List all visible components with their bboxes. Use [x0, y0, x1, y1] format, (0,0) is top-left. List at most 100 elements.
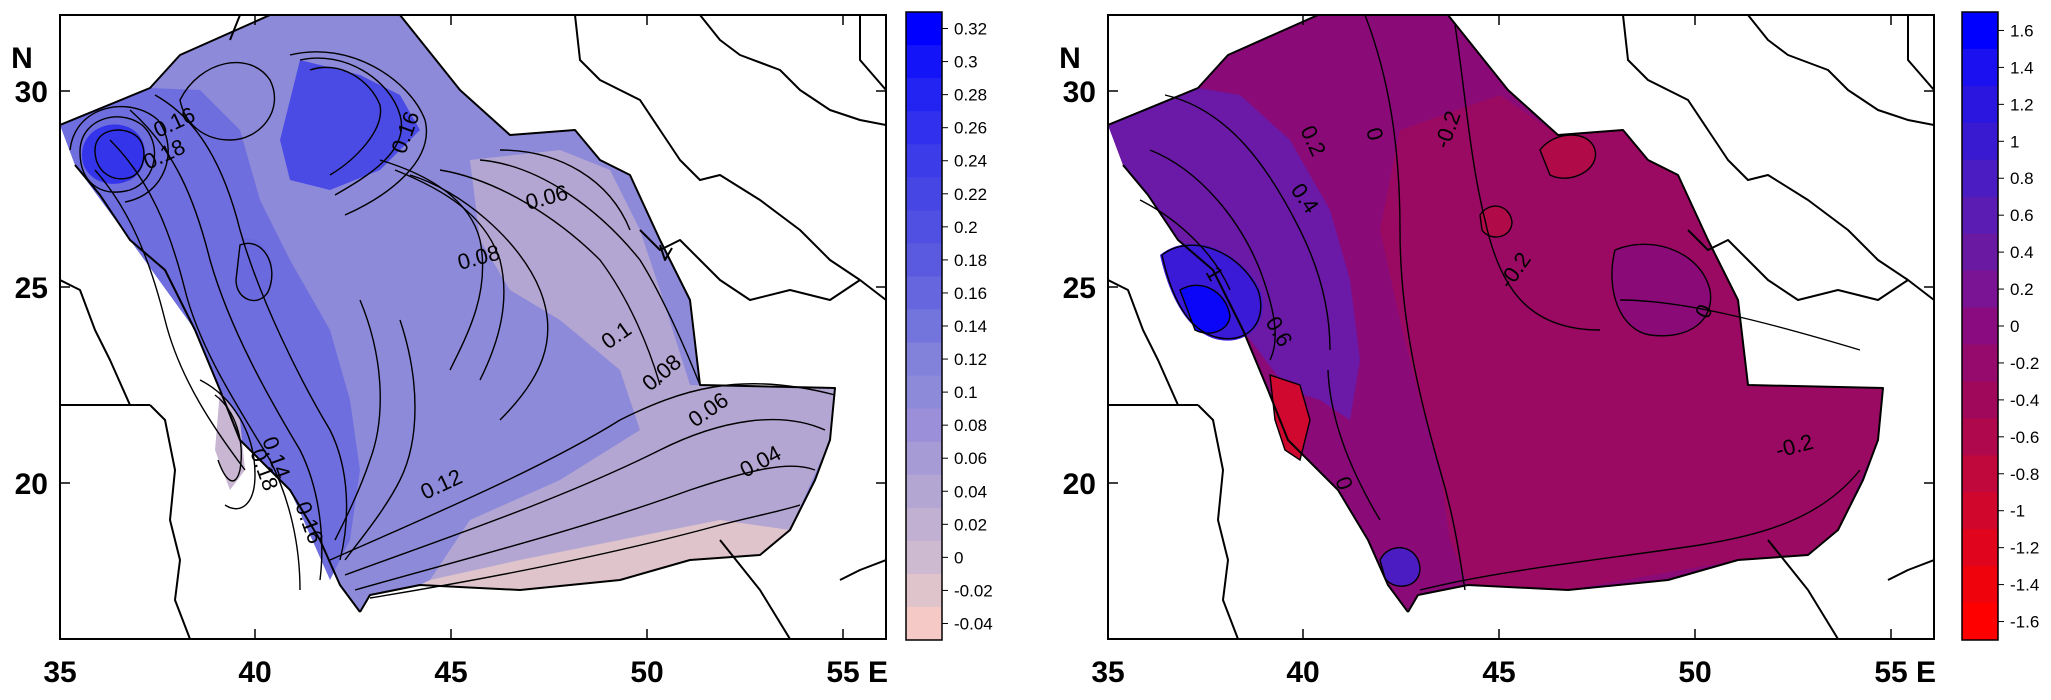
- colorbar-label: 1.2: [2010, 95, 2034, 114]
- colorbar-label: 0.22: [954, 185, 987, 204]
- left-colorbar-swatches: [905, 11, 943, 641]
- colorbar-swatch: [906, 375, 942, 410]
- colorbar-label: 1: [2010, 132, 2019, 151]
- colorbar-swatch: [906, 573, 942, 608]
- colorbar-swatch: [1962, 196, 1998, 235]
- left-high-west: [60, 88, 360, 580]
- colorbar-label: 0.26: [954, 119, 987, 138]
- colorbar-swatch: [1962, 12, 1998, 50]
- right-low-mid-spot: [1480, 206, 1512, 237]
- left-map-frame: [59, 14, 887, 640]
- colorbar-label: 1.6: [2010, 21, 2034, 40]
- colorbar-label: 0.2: [954, 218, 978, 237]
- colorbar-swatch: [1962, 307, 1998, 345]
- right-low-sw: [1270, 375, 1310, 460]
- colorbar-label: 0.1: [954, 383, 978, 402]
- colorbar-label: 0.02: [954, 515, 987, 534]
- right-contours: [1139, 15, 1861, 591]
- left-lon-tick-labels: 35 40 45 50 55 E: [43, 656, 888, 689]
- colorbar-swatch: [906, 408, 942, 443]
- right-high-south-spot: [1380, 547, 1420, 587]
- right-coastlines: [1108, 15, 1934, 639]
- left-high-north: [280, 60, 420, 190]
- left-colorbar-labels: 0.32 0.3 0.28 0.26 0.24 0.22 0.2 0.18 0.16 0.14 0.…: [942, 20, 993, 633]
- lat-tick-label: 25: [15, 272, 48, 305]
- lon-tick-label: 55: [1874, 656, 1907, 689]
- colorbar-label: 0.4: [2010, 243, 2034, 262]
- colorbar-swatch: [906, 474, 942, 509]
- colorbar-label: 0.06: [954, 449, 987, 468]
- colorbar-label: -1.2: [2010, 539, 2039, 558]
- colorbar-swatch: [906, 144, 942, 178]
- colorbar-swatch: [1962, 418, 1998, 456]
- left-colorbar: 0.32 0.3 0.28 0.26 0.24 0.22 0.2 0.18 0.16 0.14 0.…: [905, 11, 993, 641]
- colorbar-swatch: [906, 309, 942, 344]
- colorbar-label: 0.2: [2010, 280, 2034, 299]
- lat-tick-label: 30: [15, 76, 48, 109]
- right-colorbar-labels: 1.6 1.4 1.2 1 0.8 0.6 0.4 0.2 0 -0.2 -0.4 -0.6 -0.8 -…: [1998, 21, 2039, 632]
- colorbar-label: -1: [2010, 502, 2025, 521]
- right-map-frame: [1107, 14, 1935, 640]
- colorbar-swatch: [906, 78, 942, 112]
- lat-unit-label: N: [1059, 42, 1081, 75]
- colorbar-label: 0.3: [954, 53, 978, 72]
- lon-tick-label: 55: [826, 656, 859, 689]
- right-map-panel: 35 40 45 50 55 E 20 25 30 N 0.2 0.4 1 0.…: [1059, 11, 2039, 689]
- colorbar-swatch: [1962, 159, 1998, 198]
- colorbar-label: -1.4: [2010, 576, 2039, 595]
- colorbar-swatch: [906, 177, 942, 211]
- left-low-sw: [215, 390, 245, 490]
- colorbar-label: 0.32: [954, 20, 987, 39]
- lat-unit-label: N: [11, 42, 33, 75]
- lat-tick-label: 20: [1063, 468, 1096, 501]
- right-ticks: [1108, 15, 1934, 639]
- left-ticks: [60, 15, 886, 639]
- left-contours: [69, 51, 836, 599]
- colorbar-label: -0.04: [954, 614, 993, 633]
- left-high-center: [235, 238, 273, 301]
- right-high-east: [1611, 244, 1711, 336]
- colorbar-swatch: [1962, 529, 1998, 567]
- left-lat-tick-labels: 20 25 30 N: [11, 42, 48, 501]
- colorbar-swatch: [1962, 233, 1998, 272]
- colorbar-label: 0.08: [954, 416, 987, 435]
- colorbar-swatch: [1962, 492, 1998, 530]
- colorbar-swatch: [906, 441, 942, 476]
- lon-tick-label: 35: [1091, 656, 1124, 689]
- right-low-east: [1380, 95, 1883, 590]
- colorbar-label: -0.8: [2010, 465, 2039, 484]
- colorbar-swatch: [906, 45, 942, 79]
- colorbar-swatch: [906, 111, 942, 145]
- lon-tick-label: 50: [630, 656, 663, 689]
- right-lon-tick-labels: 35 40 45 50 55 E: [1091, 656, 1936, 689]
- left-coastlines: [60, 15, 886, 639]
- colorbar-swatch: [906, 243, 942, 277]
- lon-tick-label: 45: [434, 656, 467, 689]
- colorbar-label: 0.14: [954, 317, 987, 336]
- lon-tick-label: 45: [1482, 656, 1515, 689]
- lat-tick-label: 25: [1063, 272, 1096, 305]
- colorbar-label: 0: [954, 548, 963, 567]
- colorbar-label: -0.6: [2010, 428, 2039, 447]
- colorbar-label: 0: [2010, 317, 2019, 336]
- colorbar-label: 0.8: [2010, 169, 2034, 188]
- colorbar-label: -0.2: [2010, 354, 2039, 373]
- colorbar-swatch: [1962, 48, 1998, 87]
- lat-tick-label: 30: [1063, 76, 1096, 109]
- colorbar-label: -1.6: [2010, 613, 2039, 632]
- colorbar-swatch: [906, 276, 942, 310]
- colorbar-label: 0.12: [954, 350, 987, 369]
- lon-tick-label: 40: [238, 656, 271, 689]
- colorbar-swatch: [1962, 566, 1998, 604]
- right-low-ne-spot: [1540, 135, 1596, 179]
- colorbar-label: 0.16: [954, 284, 987, 303]
- colorbar-swatch: [1962, 381, 1998, 419]
- lon-unit-label: E: [1916, 656, 1936, 689]
- colorbar-label: 0.18: [954, 251, 987, 270]
- colorbar-label: 0.6: [2010, 206, 2034, 225]
- colorbar-swatch: [906, 12, 942, 46]
- colorbar-label: 0.28: [954, 86, 987, 105]
- colorbar-swatch: [906, 210, 942, 244]
- right-high-west-peak: [1180, 285, 1230, 334]
- colorbar-swatch: [1962, 270, 1998, 309]
